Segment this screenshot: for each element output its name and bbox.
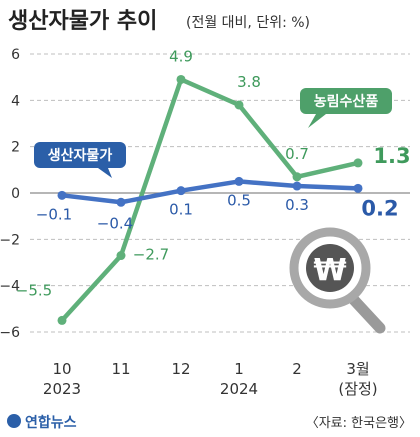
svg-text:₩: ₩ bbox=[313, 253, 346, 288]
source-note: 〈자료: 한국은행〉 bbox=[306, 415, 412, 431]
data-point-producer bbox=[57, 190, 67, 200]
data-label-agri: 0.7 bbox=[285, 145, 309, 163]
data-label-agri: −5.5 bbox=[16, 281, 52, 299]
data-point-agri bbox=[234, 100, 244, 110]
x-tick-sublabel: (잠정) bbox=[338, 380, 377, 398]
x-tick-label: 1 bbox=[234, 360, 244, 378]
series-line-producer bbox=[59, 179, 361, 205]
data-point-agri bbox=[57, 315, 67, 325]
series-line-agri bbox=[59, 77, 361, 323]
y-axis-ticks: 6 4 2 0 −2 −4 −6 bbox=[0, 47, 20, 341]
x-tick-label: 3월 bbox=[346, 360, 369, 378]
data-label-producer: −0.4 bbox=[97, 214, 133, 232]
magnifier-won-icon: ₩ bbox=[289, 227, 386, 334]
legend-producer-label: 생산자물가 bbox=[48, 147, 113, 164]
data-label-producer: 0.2 bbox=[361, 196, 398, 220]
data-point-producer bbox=[292, 181, 302, 191]
x-tick-label: 10 bbox=[52, 360, 71, 378]
logo-text: 연합뉴스 bbox=[25, 414, 77, 431]
legend-agri-pointer bbox=[308, 114, 326, 128]
y-tick-label: −2 bbox=[0, 232, 20, 248]
y-tick-label: 0 bbox=[11, 186, 20, 202]
x-tick-sublabel: 2024 bbox=[220, 380, 258, 398]
series-lines bbox=[59, 77, 361, 323]
data-label-producer: 0.3 bbox=[285, 196, 309, 214]
chart-title: 생산자물가 추이 bbox=[8, 9, 157, 34]
series-points bbox=[57, 74, 363, 325]
y-tick-label: 2 bbox=[11, 140, 20, 156]
data-label-agri: 4.9 bbox=[169, 47, 193, 65]
data-label-producer: 0.5 bbox=[227, 191, 251, 209]
y-tick-label: 6 bbox=[11, 47, 20, 63]
data-point-agri bbox=[292, 172, 302, 182]
data-point-producer bbox=[176, 186, 186, 196]
y-tick-label: 4 bbox=[11, 93, 20, 109]
x-tick-label: 2 bbox=[292, 360, 302, 378]
y-tick-label: −4 bbox=[0, 279, 20, 295]
x-tick-label: 11 bbox=[111, 360, 130, 378]
legend-agri-label: 농림수산품 bbox=[314, 93, 379, 110]
legend-producer-box bbox=[34, 142, 126, 168]
legend-agri: 농림수산품 bbox=[300, 88, 392, 128]
data-point-producer bbox=[116, 197, 126, 207]
x-tick-label: 12 bbox=[171, 360, 190, 378]
legend-producer-pointer bbox=[98, 168, 112, 178]
logo: 연합뉴스 bbox=[7, 414, 77, 431]
data-label-agri: −2.7 bbox=[133, 246, 169, 264]
data-label-producer: −0.1 bbox=[36, 205, 72, 223]
data-point-agri bbox=[353, 158, 363, 168]
data-label-agri: 3.8 bbox=[237, 73, 261, 91]
legend-agri-box bbox=[300, 88, 392, 114]
y-tick-label: −6 bbox=[0, 325, 20, 341]
data-point-agri bbox=[176, 74, 186, 84]
x-axis-ticks: 10 2023 11 12 1 2024 2 3월 (잠정) bbox=[43, 360, 378, 398]
data-labels: −5.5 −2.7 4.9 3.8 0.7 1.3 −0.1 −0.4 0.1 0.5 0.3 0.2 bbox=[16, 47, 411, 299]
data-label-agri: 1.3 bbox=[373, 144, 410, 168]
chart-subtitle: (전월 대비, 단위: %) bbox=[186, 15, 310, 31]
data-point-agri bbox=[116, 251, 126, 261]
legend-producer: 생산자물가 bbox=[34, 142, 126, 178]
data-point-producer bbox=[353, 183, 363, 193]
x-tick-sublabel: 2023 bbox=[43, 380, 81, 398]
data-label-producer: 0.1 bbox=[169, 201, 193, 219]
data-point-producer bbox=[234, 176, 244, 186]
